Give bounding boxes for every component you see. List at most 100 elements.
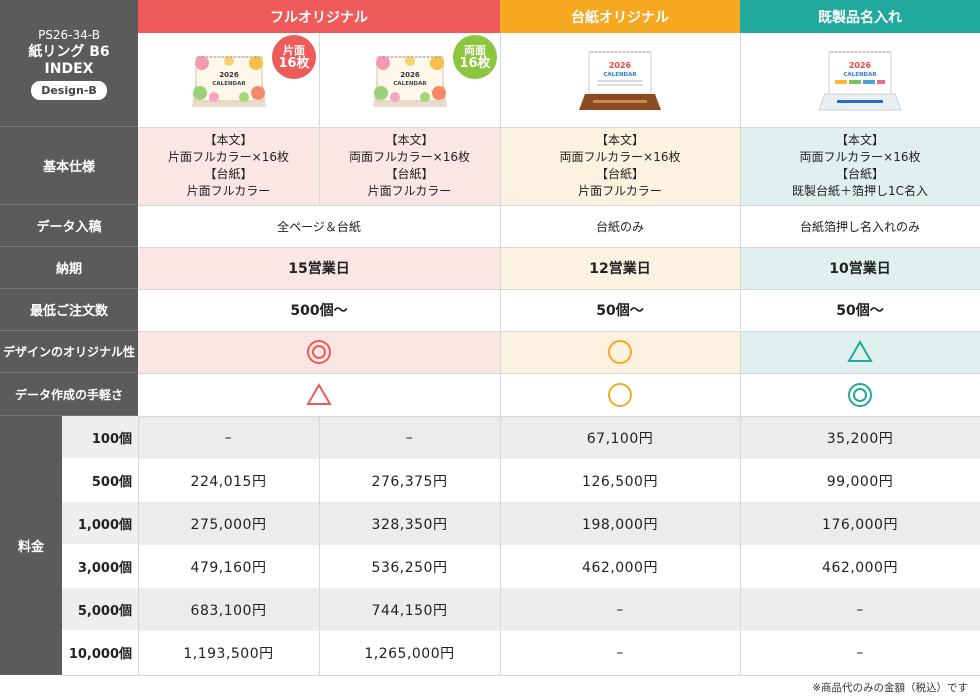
price-cell: 276,375円 <box>319 459 500 502</box>
spec-kisei: 【本文】 両面フルカラー×16枚 【台紙】 既製台紙＋箔押し1C名入 <box>740 127 980 205</box>
price-cell: 198,000円 <box>500 502 740 545</box>
triangle-icon <box>847 340 873 362</box>
divider <box>138 247 980 248</box>
price-cell: – <box>138 416 319 459</box>
divider <box>138 127 980 128</box>
price-cell: 462,000円 <box>500 545 740 588</box>
header-kisei-naire: 既製品名入れ <box>740 0 980 33</box>
price-cell: – <box>319 416 500 459</box>
double-circle-icon <box>307 340 331 364</box>
triangle-icon <box>306 382 332 405</box>
divider <box>138 373 980 374</box>
svg-text:2026: 2026 <box>400 71 420 79</box>
price-cell: 479,160円 <box>138 545 319 588</box>
svg-text:2026: 2026 <box>609 61 632 70</box>
row-label-delivery: 納期 <box>0 247 138 289</box>
price-cell: 1,265,000円 <box>319 631 500 675</box>
price-cell: 176,000円 <box>740 502 980 545</box>
price-cell: – <box>500 588 740 631</box>
row-label-min-order: 最低ご注文数 <box>0 289 138 331</box>
header-daishi-original: 台紙オリジナル <box>500 0 740 33</box>
product-image-double: 2026 CALENDAR 両面 16枚 <box>319 33 500 127</box>
product-image-daishi: 2026 CALENDAR <box>500 33 740 127</box>
double-circle-icon <box>848 382 872 407</box>
delivery-kisei: 10営業日 <box>740 247 980 289</box>
double-side-badge: 両面 16枚 <box>453 35 497 79</box>
product-image-kisei: 2026 CALENDAR <box>740 33 980 127</box>
divider <box>740 33 741 675</box>
circle-icon <box>608 382 632 407</box>
spec-single: 【本文】 片面フルカラー×16枚 【台紙】 片面フルカラー <box>138 127 319 205</box>
design-badge: Design-B <box>31 80 107 100</box>
min-order-kisei: 50個〜 <box>740 289 980 331</box>
price-qty-5000: 5,000個 <box>62 588 138 631</box>
divider <box>138 416 980 417</box>
price-cell: 536,250円 <box>319 545 500 588</box>
price-cell: 683,100円 <box>138 588 319 631</box>
svg-text:2026: 2026 <box>219 71 239 79</box>
title-block: PS26-34-B 紙リング B6 INDEX Design-B <box>0 0 138 127</box>
price-cell: – <box>740 588 980 631</box>
min-order-full: 500個〜 <box>138 289 500 331</box>
divider <box>319 33 320 205</box>
ease-kisei <box>740 373 980 416</box>
header-full-original: フルオリジナル <box>138 0 500 33</box>
price-cell: 275,000円 <box>138 502 319 545</box>
calendar-floral-icon: 2026 CALENDAR <box>191 56 266 107</box>
row-label-spec: 基本仕様 <box>0 127 138 205</box>
spec-double: 【本文】 両面フルカラー×16枚 【台紙】 片面フルカラー <box>319 127 500 205</box>
calendar-floral-icon: 2026 CALENDAR <box>372 56 447 107</box>
price-cell: 67,100円 <box>500 416 740 459</box>
divider <box>500 33 501 675</box>
row-label-price: 料金 <box>0 416 62 675</box>
price-cell: 1,193,500円 <box>138 631 319 675</box>
row-label-originality: デザインのオリジナル性 <box>0 331 138 373</box>
svg-text:CALENDAR: CALENDAR <box>603 72 637 78</box>
svg-text:CALENDAR: CALENDAR <box>393 81 427 87</box>
price-cell: 99,000円 <box>740 459 980 502</box>
price-cell: 224,015円 <box>138 459 319 502</box>
calendar-brown-stand-icon: 2026 CALENDAR <box>579 51 661 110</box>
data-entry-daishi: 台紙のみ <box>500 205 740 247</box>
index-label: INDEX <box>44 60 94 77</box>
price-cell: 328,350円 <box>319 502 500 545</box>
price-qty-500: 500個 <box>62 459 138 502</box>
svg-text:CALENDAR: CALENDAR <box>212 81 246 87</box>
divider <box>138 205 980 206</box>
product-code: PS26-34-B <box>38 27 100 42</box>
delivery-daishi: 12営業日 <box>500 247 740 289</box>
price-qty-3000: 3,000個 <box>62 545 138 588</box>
divider <box>138 416 139 675</box>
footnote: ※商品代のみの金額（税込）です <box>812 682 968 694</box>
data-entry-kisei: 台紙箔押し名入れのみ <box>740 205 980 247</box>
price-qty-100: 100個 <box>62 416 138 459</box>
price-cell: 126,500円 <box>500 459 740 502</box>
originality-daishi <box>500 331 740 373</box>
calendar-white-stand-icon: 2026 CALENDAR <box>818 51 902 111</box>
price-cell: – <box>740 631 980 675</box>
row-label-ease: データ作成の手軽さ <box>0 373 138 416</box>
svg-text:CALENDAR: CALENDAR <box>843 72 877 78</box>
min-order-daishi: 50個〜 <box>500 289 740 331</box>
divider <box>138 331 980 332</box>
originality-kisei <box>740 331 980 373</box>
ease-daishi <box>500 373 740 416</box>
price-cell: 35,200円 <box>740 416 980 459</box>
price-cell: 744,150円 <box>319 588 500 631</box>
divider <box>138 289 980 290</box>
delivery-full: 15営業日 <box>138 247 500 289</box>
svg-text:2026: 2026 <box>849 61 872 70</box>
divider <box>319 416 320 675</box>
product-name: 紙リング B6 <box>28 43 110 60</box>
price-cell: – <box>500 631 740 675</box>
single-side-badge: 片面 16枚 <box>272 35 316 79</box>
price-qty-10000: 10,000個 <box>62 631 138 675</box>
product-image-single: 2026 CALENDAR 片面 16枚 <box>138 33 319 127</box>
originality-full <box>138 331 500 373</box>
ease-full <box>138 373 500 416</box>
data-entry-full: 全ページ＆台紙 <box>138 205 500 247</box>
row-label-data: データ入稿 <box>0 205 138 247</box>
divider <box>62 675 980 676</box>
circle-icon <box>608 340 632 364</box>
